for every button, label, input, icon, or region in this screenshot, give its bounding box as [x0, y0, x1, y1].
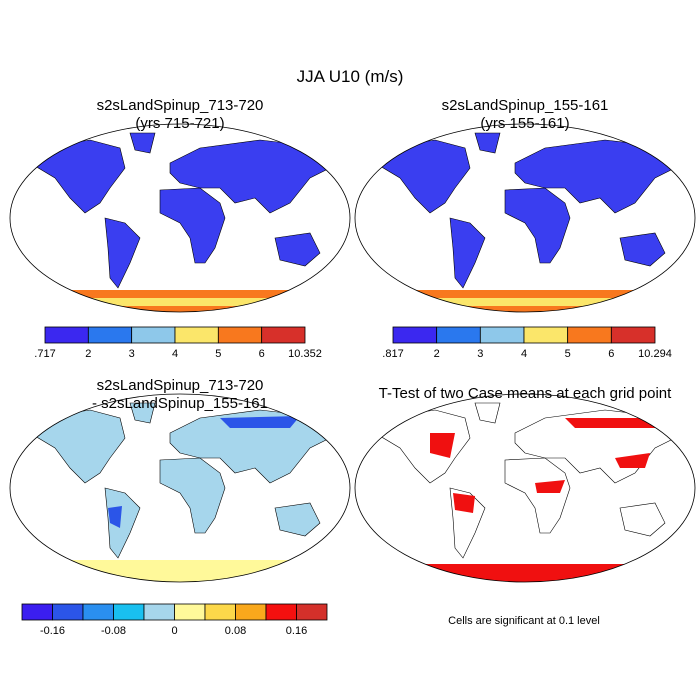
- note: Cells are significant at 0.1 level: [448, 615, 600, 627]
- colorbar-box: [204, 603, 236, 621]
- panel-title: (yrs 155-161): [480, 115, 569, 132]
- colorbar-box: [44, 326, 89, 344]
- map: [9, 123, 351, 313]
- colorbar-box: [261, 326, 306, 344]
- colorbar-box: [265, 603, 297, 621]
- colorbar-box: [479, 326, 525, 344]
- colorbar-label: 2: [434, 348, 440, 360]
- colorbar-label: 10.352: [288, 348, 322, 360]
- colorbar-box: [235, 603, 267, 621]
- figure-title: JJA U10 (m/s): [297, 67, 404, 86]
- map: [354, 123, 696, 313]
- colorbar-box: [52, 603, 84, 621]
- colorbar-label: 6: [259, 348, 265, 360]
- panel-title: s2sLandSpinup_713-720: [97, 377, 264, 394]
- colorbar-box: [21, 603, 53, 621]
- colorbar-box: [174, 326, 219, 344]
- colorbar-label: 0.16: [286, 625, 307, 637]
- colorbar-label: 3: [477, 348, 483, 360]
- panel-title: s2sLandSpinup_713-720: [97, 97, 264, 114]
- colorbar-box: [610, 326, 656, 344]
- colorbar-box: [217, 326, 263, 344]
- map: [9, 393, 351, 583]
- colorbar-box: [131, 326, 176, 344]
- colorbar-box: [567, 326, 612, 344]
- panel-title: - s2sLandSpinup_155-161: [92, 395, 268, 412]
- colorbar-label: .817: [382, 348, 403, 360]
- colorbar-box: [113, 603, 145, 621]
- colorbar-label: -0.08: [101, 625, 126, 637]
- colorbar-box: [82, 603, 114, 621]
- colorbar-label: 0: [171, 625, 177, 637]
- colorbar-label: 6: [608, 348, 614, 360]
- colorbar-label: 10.294: [638, 348, 672, 360]
- colorbar-box: [87, 326, 133, 344]
- colorbar-label: 5: [215, 348, 221, 360]
- colorbar-box: [523, 326, 569, 344]
- colorbar-box: [436, 326, 481, 344]
- colorbar-label: .717: [34, 348, 55, 360]
- colorbar-label: 0.08: [225, 625, 246, 637]
- panel-title: (yrs 715-721): [135, 115, 224, 132]
- colorbar-label: 3: [129, 348, 135, 360]
- colorbar-label: 4: [172, 348, 178, 360]
- colorbar-label: 5: [565, 348, 571, 360]
- colorbar-box: [296, 603, 328, 621]
- panel-title: T-Test of two Case means at each grid po…: [379, 385, 672, 402]
- colorbar-box: [174, 603, 206, 621]
- colorbar-box: [143, 603, 175, 621]
- colorbar-label: 4: [521, 348, 527, 360]
- colorbar-label: 2: [85, 348, 91, 360]
- colorbar-box: [392, 326, 438, 344]
- panel-title: s2sLandSpinup_155-161: [442, 97, 609, 114]
- colorbar-label: -0.16: [40, 625, 65, 637]
- map: [354, 393, 696, 583]
